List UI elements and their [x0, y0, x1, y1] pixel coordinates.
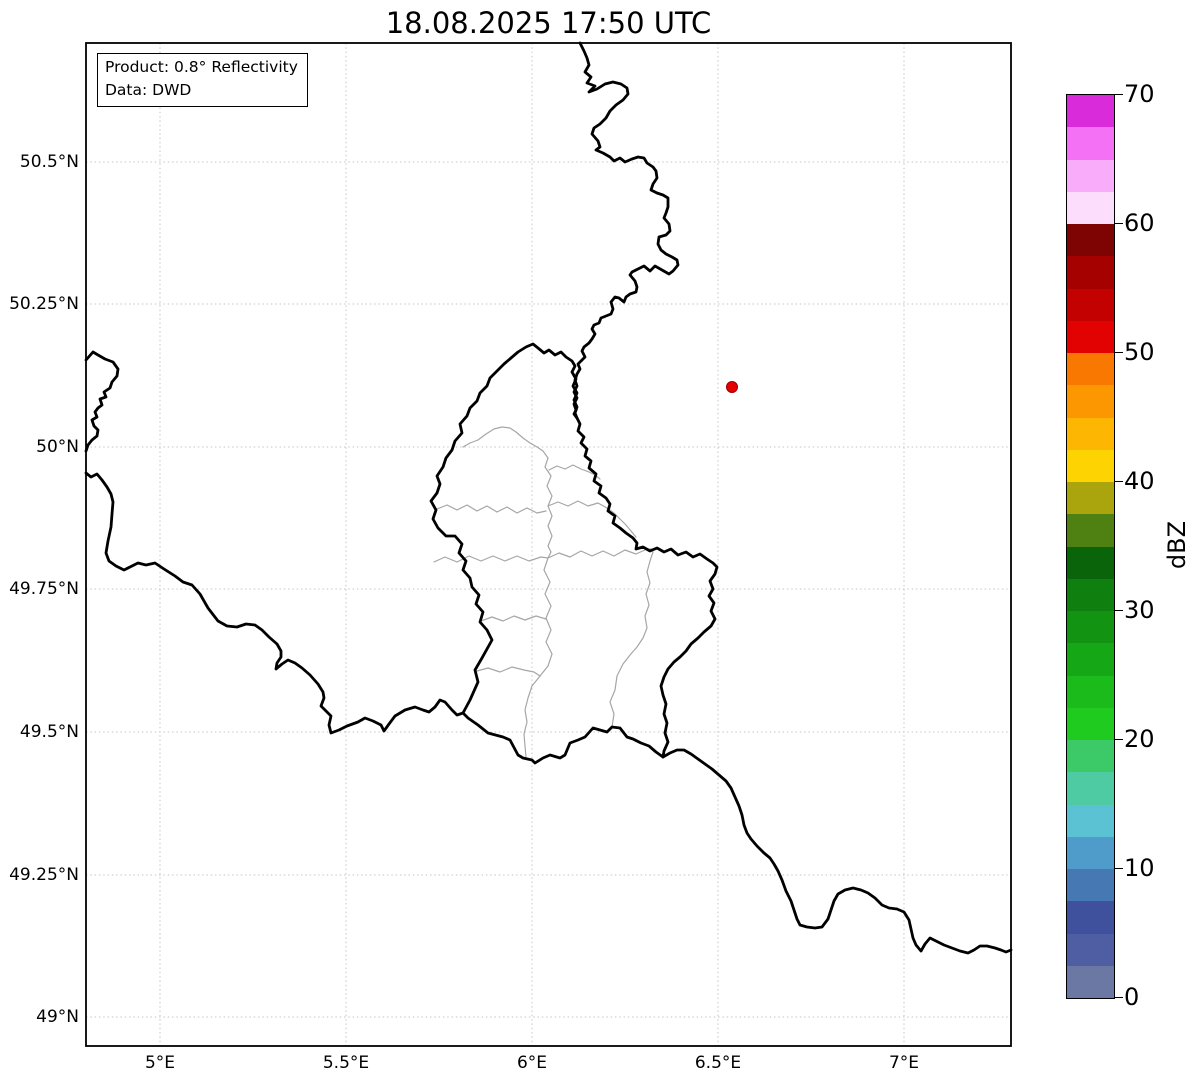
- colorbar-band: [1067, 353, 1114, 386]
- colorbar-tick-mark: [1115, 609, 1123, 611]
- longitude-tick-label: 5.5°E: [322, 1053, 370, 1073]
- colorbar-band: [1067, 901, 1114, 934]
- colorbar-tick-mark: [1115, 738, 1123, 740]
- colorbar-band: [1067, 417, 1114, 450]
- region-border: [523, 557, 553, 758]
- page-title: 18.08.2025 17:50 UTC: [385, 6, 712, 40]
- latitude-tick-label: 49.5°N: [19, 722, 79, 742]
- reflectivity-colorbar: [1066, 94, 1115, 999]
- colorbar-band: [1067, 95, 1114, 128]
- region-border: [462, 426, 549, 459]
- colorbar-tick-mark: [1115, 222, 1123, 224]
- colorbar-band: [1067, 933, 1114, 966]
- latitude-tick-label: 49°N: [36, 1007, 79, 1027]
- region-border: [609, 551, 654, 728]
- plot-frame: [85, 42, 1012, 1047]
- colorbar-band: [1067, 288, 1114, 321]
- colorbar-band: [1067, 643, 1114, 676]
- colorbar-tick-label: 20: [1124, 725, 1155, 753]
- colorbar-band: [1067, 965, 1114, 998]
- latitude-tick-label: 50.25°N: [9, 294, 79, 314]
- longitude-tick-label: 7°E: [888, 1053, 920, 1073]
- colorbar-band: [1067, 449, 1114, 482]
- colorbar-band: [1067, 836, 1114, 869]
- colorbar-tick-label: 10: [1124, 854, 1155, 882]
- colorbar-band: [1067, 740, 1114, 773]
- colorbar-tick-label: 50: [1124, 338, 1155, 366]
- latitude-tick-label: 50.5°N: [19, 152, 79, 172]
- colorbar-band: [1067, 256, 1114, 289]
- colorbar-band: [1067, 611, 1114, 644]
- colorbar-tick-mark: [1115, 480, 1123, 482]
- colorbar-band: [1067, 514, 1114, 547]
- latitude-tick-label: 49.75°N: [9, 579, 79, 599]
- region-border: [433, 548, 659, 563]
- colorbar-band: [1067, 869, 1114, 902]
- colorbar-band: [1067, 224, 1114, 257]
- latitude-tick-label: 50°N: [36, 437, 79, 457]
- colorbar-tick-mark: [1115, 351, 1123, 353]
- colorbar-tick-mark: [1115, 867, 1123, 869]
- latitude-tick-label: 49.25°N: [9, 865, 79, 885]
- country-border: [572, 41, 680, 420]
- product-info-line: Product: 0.8° Reflectivity: [105, 58, 298, 76]
- colorbar-tick-mark: [1115, 996, 1123, 998]
- country-border: [84, 350, 120, 453]
- colorbar-band: [1067, 772, 1114, 805]
- country-border: [661, 748, 1013, 955]
- country-border: [84, 471, 465, 735]
- colorbar-band: [1067, 707, 1114, 740]
- colorbar-band: [1067, 320, 1114, 353]
- region-border: [547, 500, 637, 538]
- colorbar-tick-label: 30: [1124, 596, 1155, 624]
- colorbar-tick-mark: [1115, 93, 1123, 95]
- colorbar-tick-label: 60: [1124, 209, 1155, 237]
- region-border: [544, 457, 553, 559]
- country-border: [429, 342, 719, 765]
- longitude-tick-label: 6°E: [516, 1053, 548, 1073]
- data-source-line: Data: DWD: [105, 81, 192, 99]
- region-border: [476, 666, 541, 677]
- product-info-box: Product: 0.8° Reflectivity Data: DWD: [97, 53, 308, 107]
- radar-location-marker: [726, 381, 738, 393]
- longitude-tick-label: 6.5°E: [694, 1053, 742, 1073]
- region-border: [480, 615, 547, 622]
- colorbar-band: [1067, 385, 1114, 418]
- colorbar-band: [1067, 159, 1114, 192]
- colorbar-tick-label: 0: [1124, 983, 1140, 1011]
- colorbar-band: [1067, 546, 1114, 579]
- longitude-tick-label: 5°E: [144, 1053, 176, 1073]
- colorbar-band: [1067, 191, 1114, 224]
- colorbar-band: [1067, 127, 1114, 160]
- region-border: [436, 504, 547, 514]
- colorbar-tick-label: 40: [1124, 467, 1155, 495]
- colorbar-band: [1067, 804, 1114, 837]
- colorbar-unit-label: dBZ: [1163, 520, 1191, 570]
- colorbar-band: [1067, 675, 1114, 708]
- region-border: [548, 464, 601, 480]
- colorbar-band: [1067, 482, 1114, 515]
- colorbar-band: [1067, 578, 1114, 611]
- colorbar-tick-label: 70: [1124, 80, 1155, 108]
